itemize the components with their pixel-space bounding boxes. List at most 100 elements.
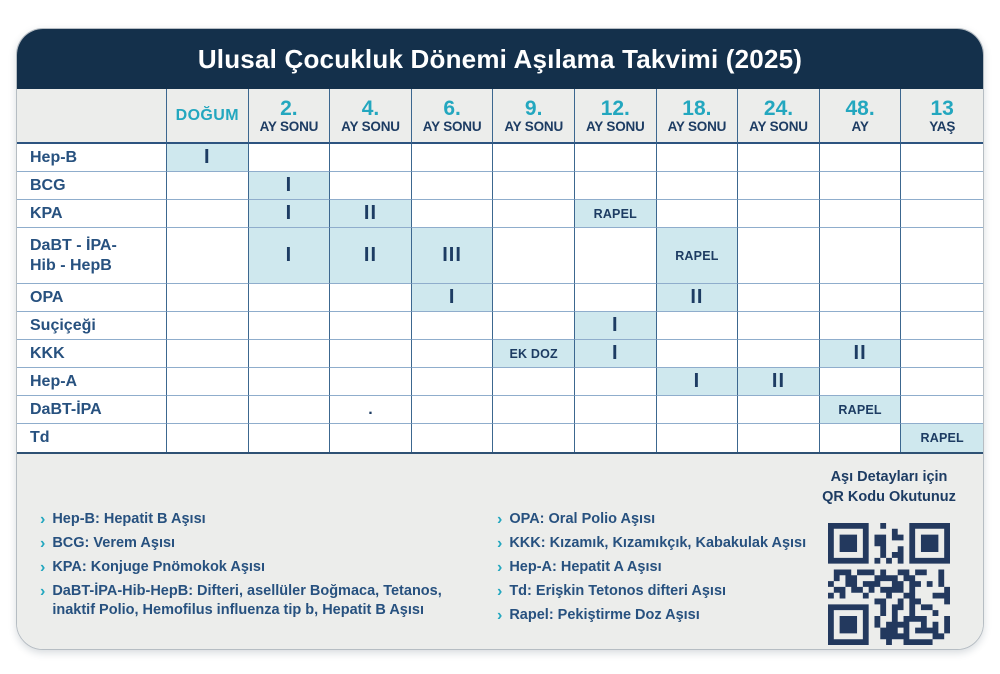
cell-kpa-dogum <box>167 200 249 228</box>
column-header-number: 4. <box>361 96 380 120</box>
legend-item-text: KPA: Konjuge Pnömokok Aşısı <box>52 559 266 575</box>
column-header-unit: AY SONU <box>749 118 808 134</box>
row-label-hep-b: Hep-B <box>17 144 167 172</box>
cell-kkk-2-ay-sonu <box>248 340 331 368</box>
cell-dabt-i-pa-24-ay-sonu <box>738 396 820 424</box>
schedule-table: DOĞUM 2. AY SONU 4. AY SONU 6. AY SONU 9. AY SON… <box>17 89 983 452</box>
cell-bcg-18-ay-sonu <box>656 172 739 200</box>
chevron-right-icon: › <box>497 535 503 552</box>
dose-marker: I <box>612 314 619 336</box>
column-header-12-ay-sonu: 12. AY SONU <box>574 89 657 144</box>
cell-dabt-i-pa-2-ay-sonu <box>248 396 331 424</box>
dose-marker: I <box>285 202 293 224</box>
cell-hep-b-12-ay-sonu <box>574 144 657 172</box>
legend-item: › DaBT-İPA-Hib-HepB: Difteri, asellüler B… <box>40 582 510 620</box>
cell-kkk-18-ay-sonu <box>656 340 739 368</box>
column-header-text: DOĞUM <box>175 106 239 124</box>
cell-su-i-e-i-13-yas <box>901 312 983 340</box>
row-label-kpa: KPA <box>17 200 167 228</box>
column-header-number: 13 <box>930 96 954 120</box>
cell-dabt-i-pa-hib-hepb-12-ay-sonu <box>574 228 657 284</box>
column-header-13-yas: 13 YAŞ <box>901 89 983 144</box>
column-header-48-ay: 48. AY <box>819 89 902 144</box>
cell-kkk-4-ay-sonu <box>330 340 412 368</box>
cell-bcg-6-ay-sonu <box>411 172 494 200</box>
cell-hep-a-9-ay-sonu <box>493 368 575 396</box>
column-header-number: 48. <box>845 96 875 120</box>
cell-hep-b-48-ay <box>819 144 902 172</box>
column-header-9-ay-sonu: 9. AY SONU <box>493 89 575 144</box>
cell-opa-13-yas <box>901 284 983 312</box>
cell-opa-2-ay-sonu <box>248 284 331 312</box>
cell-dabt-i-pa-hib-hepb-4-ay-sonu: II <box>330 228 412 284</box>
cell-kpa-18-ay-sonu <box>656 200 739 228</box>
cell-dabt-i-pa-48-ay: RAPEL <box>819 396 902 424</box>
cell-td-24-ay-sonu <box>738 424 820 452</box>
column-header-24-ay-sonu: 24. AY SONU <box>738 89 820 144</box>
cell-kpa-13-yas <box>901 200 983 228</box>
dose-marker: . <box>368 400 373 418</box>
legend-item: › Rapel: Pekiştirme Doz Aşısı <box>497 606 842 625</box>
cell-kpa-2-ay-sonu: I <box>248 200 331 228</box>
vaccination-schedule-card: Ulusal Çocukluk Dönemi Aşılama Takvimi (… <box>16 28 984 650</box>
row-label-bcg: BCG <box>17 172 167 200</box>
row-label-kkk: KKK <box>17 340 167 368</box>
row-label-dabt-i-pa: DaBT-İPA <box>17 396 167 424</box>
cell-opa-24-ay-sonu <box>738 284 820 312</box>
cell-hep-a-2-ay-sonu <box>248 368 331 396</box>
cell-td-13-yas: RAPEL <box>901 424 983 452</box>
cell-kpa-4-ay-sonu: II <box>330 200 412 228</box>
legend-item-text: Hep-B: Hepatit B Aşısı <box>52 511 206 527</box>
dose-marker: RAPEL <box>675 248 719 263</box>
cell-kpa-9-ay-sonu <box>493 200 575 228</box>
cell-dabt-i-pa-hib-hepb-dogum <box>167 228 249 284</box>
cell-su-i-e-i-24-ay-sonu <box>738 312 820 340</box>
column-header-number: 12. <box>600 96 630 120</box>
row-label-hep-a: Hep-A <box>17 368 167 396</box>
cell-opa-9-ay-sonu <box>493 284 575 312</box>
column-header-dogum: DOĞUM <box>167 89 249 144</box>
cell-dabt-i-pa-13-yas <box>901 396 983 424</box>
cell-dabt-i-pa-12-ay-sonu <box>574 396 657 424</box>
cell-td-6-ay-sonu <box>412 424 494 452</box>
column-header-4-ay-sonu: 4. AY SONU <box>330 89 412 144</box>
legend-item: › Hep-B: Hepatit B Aşısı <box>40 510 510 529</box>
chevron-right-icon: › <box>497 607 503 624</box>
cell-dabt-i-pa-hib-hepb-24-ay-sonu <box>738 228 820 284</box>
chevron-right-icon: › <box>40 535 46 552</box>
column-header-unit: AY SONU <box>259 118 319 134</box>
column-header-unit: AY <box>851 118 869 134</box>
legend-item: › BCG: Verem Aşısı <box>40 534 510 553</box>
cell-hep-a-18-ay-sonu: I <box>656 368 739 396</box>
legend-column-right: › OPA: Oral Polio Aşısı › KKK: Kızamık, Kız… <box>497 510 842 630</box>
cell-hep-b-24-ay-sonu <box>738 144 820 172</box>
cell-kpa-24-ay-sonu <box>738 200 820 228</box>
chevron-right-icon: › <box>497 511 503 528</box>
cell-su-i-e-i-48-ay <box>819 312 902 340</box>
cell-opa-6-ay-sonu: I <box>411 284 494 312</box>
chevron-right-icon: › <box>497 559 503 576</box>
cell-td-12-ay-sonu <box>575 424 657 452</box>
cell-kkk-9-ay-sonu: EK DOZ <box>493 340 575 368</box>
legend-item-text: BCG: Verem Aşısı <box>52 535 176 551</box>
cell-dabt-i-pa-hib-hepb-9-ay-sonu <box>493 228 575 284</box>
cell-opa-48-ay <box>819 284 902 312</box>
cell-bcg-24-ay-sonu <box>738 172 820 200</box>
cell-hep-b-4-ay-sonu <box>330 144 412 172</box>
column-header-number: 2. <box>280 96 298 120</box>
dose-marker: II <box>690 286 704 308</box>
cell-bcg-9-ay-sonu <box>493 172 575 200</box>
legend-item: › KKK: Kızamık, Kızamıkçık, Kabakulak Aşı… <box>497 534 842 553</box>
cell-kpa-48-ay <box>819 200 902 228</box>
dose-marker: I <box>693 370 701 392</box>
cell-kpa-6-ay-sonu <box>411 200 494 228</box>
dose-marker: II <box>771 370 786 392</box>
chevron-right-icon: › <box>497 583 503 600</box>
cell-td-4-ay-sonu <box>330 424 412 452</box>
chevron-right-icon: › <box>40 559 46 576</box>
dose-marker: II <box>853 342 867 364</box>
cell-dabt-i-pa-hib-hepb-18-ay-sonu: RAPEL <box>656 228 739 284</box>
cell-su-i-e-i-4-ay-sonu <box>330 312 412 340</box>
column-header-number: 18. <box>682 96 712 120</box>
cell-td-dogum <box>167 424 249 452</box>
